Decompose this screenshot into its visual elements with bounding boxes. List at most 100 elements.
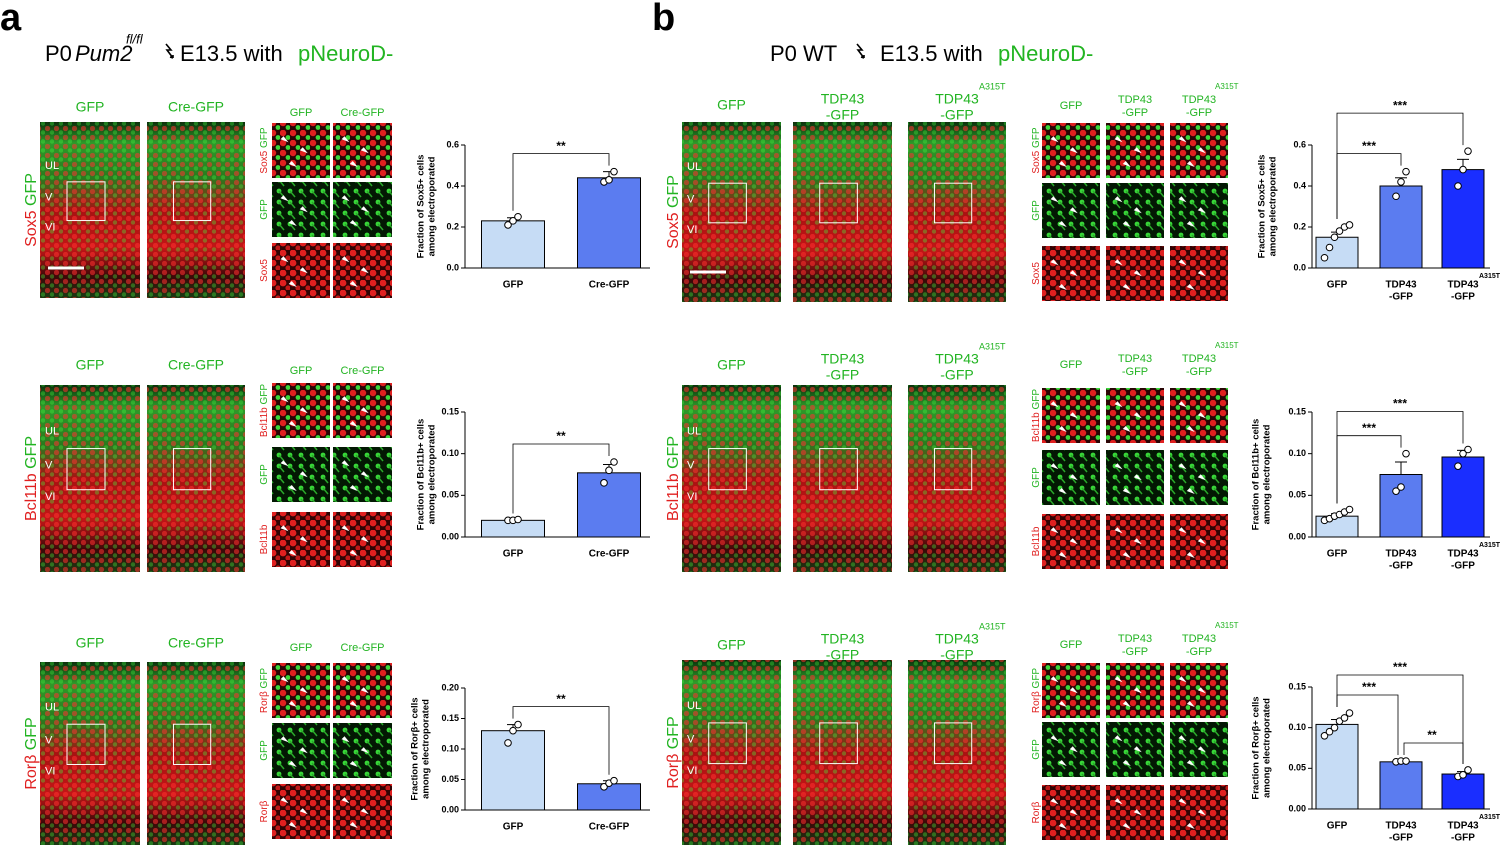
arrowhead	[280, 460, 289, 467]
arrowhead	[1133, 412, 1142, 419]
inset-reporter: GFP	[259, 464, 270, 485]
arrowhead	[1178, 259, 1187, 266]
arrowhead	[349, 701, 358, 707]
arrowhead	[1178, 136, 1187, 143]
micrograph-texture	[793, 385, 892, 572]
x-tick-sublabel: -GFP	[1389, 561, 1413, 572]
bar	[577, 472, 641, 538]
arrowhead	[1069, 746, 1078, 753]
arrowhead	[288, 281, 297, 287]
x-tick-label: Cre-GFP	[589, 280, 630, 291]
arrowhead	[280, 797, 289, 804]
y-axis-label: Fraction of Rorβ+ cells	[1251, 696, 1262, 799]
bar	[577, 783, 641, 811]
inset-row-label: Bcl11b GFP	[1031, 389, 1042, 443]
arrowhead	[1178, 735, 1187, 742]
layer-label: VI	[687, 224, 697, 236]
arrowhead	[1058, 284, 1067, 290]
arrowhead	[1133, 538, 1142, 545]
arrowhead	[1122, 488, 1131, 494]
arrowhead	[341, 195, 350, 202]
inset-row-label: GFP	[1031, 467, 1042, 488]
inset-column-label: GFP	[290, 365, 313, 377]
inset-row-label: GFP	[1031, 739, 1042, 760]
x-tick-label: Cre-GFP	[589, 549, 630, 560]
arrowhead	[1197, 687, 1206, 694]
row-marker: Bcl11b	[665, 473, 682, 521]
significance-bracket	[1336, 411, 1464, 504]
column-label: -GFP	[826, 647, 859, 663]
y-axis-label: among electroporated	[1268, 156, 1279, 256]
y-tick-label: 0.10	[441, 743, 459, 753]
data-point	[1320, 253, 1329, 262]
arrowhead	[1114, 401, 1123, 408]
y-tick-label: 0.10	[1288, 722, 1306, 732]
arrowhead	[1122, 552, 1131, 558]
x-tick-label: Cre-GFP	[589, 822, 630, 833]
column-label: TDP43	[935, 351, 979, 367]
inset-column-label: GFP	[290, 107, 313, 119]
layer-label: VI	[45, 491, 55, 503]
x-tick-sublabel: -GFP	[1451, 292, 1475, 303]
inset-box	[66, 448, 106, 491]
arrowhead	[1050, 735, 1059, 742]
panel-label: b	[652, 0, 675, 39]
data-point	[514, 515, 522, 524]
arrowhead	[1122, 161, 1131, 167]
inset-box	[819, 722, 858, 765]
arrowhead	[1186, 488, 1195, 494]
x-tick-label: TDP43	[1385, 821, 1417, 832]
data-point	[504, 739, 512, 747]
layer-label: V	[687, 193, 695, 205]
arrowhead	[1069, 687, 1078, 694]
inset-row-label: GFP	[259, 740, 270, 761]
arrowhead	[341, 460, 350, 467]
significance-bracket	[1336, 112, 1464, 219]
significance-bracket	[1403, 742, 1464, 764]
arrowhead	[1069, 809, 1078, 816]
bar	[1379, 185, 1423, 269]
inset-box	[819, 448, 858, 491]
arrowhead	[299, 147, 308, 154]
inset-box	[708, 182, 747, 224]
row-reporter: GFP	[23, 436, 40, 469]
arrowhead	[299, 407, 308, 414]
x-tick-label: GFP	[503, 549, 524, 560]
arrowhead	[1050, 259, 1059, 266]
significance-label: ***	[1362, 139, 1376, 153]
column-label: -GFP	[940, 367, 973, 383]
data-point	[1402, 757, 1410, 765]
inset-box	[933, 182, 973, 224]
data-point	[610, 776, 618, 785]
arrowhead	[1197, 809, 1206, 816]
arrowhead	[1122, 823, 1131, 829]
row-label: Bcl11b GFP	[23, 436, 40, 521]
x-tick-label: TDP43	[1447, 821, 1479, 832]
inset-column-label: -GFP	[1186, 107, 1212, 119]
inset-box	[172, 723, 212, 765]
arrowhead	[1069, 207, 1078, 214]
arrowhead	[1050, 401, 1059, 408]
y-tick-label: 0.05	[441, 490, 459, 500]
arrowhead	[1178, 798, 1187, 805]
y-axis-label: among electroporated	[1262, 698, 1273, 798]
micrograph-texture	[147, 662, 245, 845]
column-label: TDP43	[821, 91, 865, 107]
arrowhead	[1186, 426, 1195, 432]
arrowhead	[1197, 207, 1206, 214]
column-label: GFP	[717, 97, 746, 113]
arrowhead	[1186, 823, 1195, 829]
arrowhead	[1114, 676, 1123, 683]
y-axis-label: Fraction of Bcl11b+ cells	[1251, 419, 1262, 531]
heading-vector: pNeuroD-	[998, 41, 1093, 66]
data-point	[600, 479, 608, 487]
y-tick-label: 0.00	[441, 804, 459, 814]
panel-label: a	[0, 0, 22, 39]
x-tick-label: GFP	[503, 280, 524, 291]
inset-box	[172, 448, 212, 491]
arrowhead	[1058, 161, 1067, 167]
y-axis-label: Fraction of Sox5+ cells	[416, 155, 427, 259]
arrowhead	[1197, 746, 1206, 753]
inset-reporter: GFP	[259, 127, 270, 148]
inset-column-superscript: A315T	[1215, 82, 1239, 91]
